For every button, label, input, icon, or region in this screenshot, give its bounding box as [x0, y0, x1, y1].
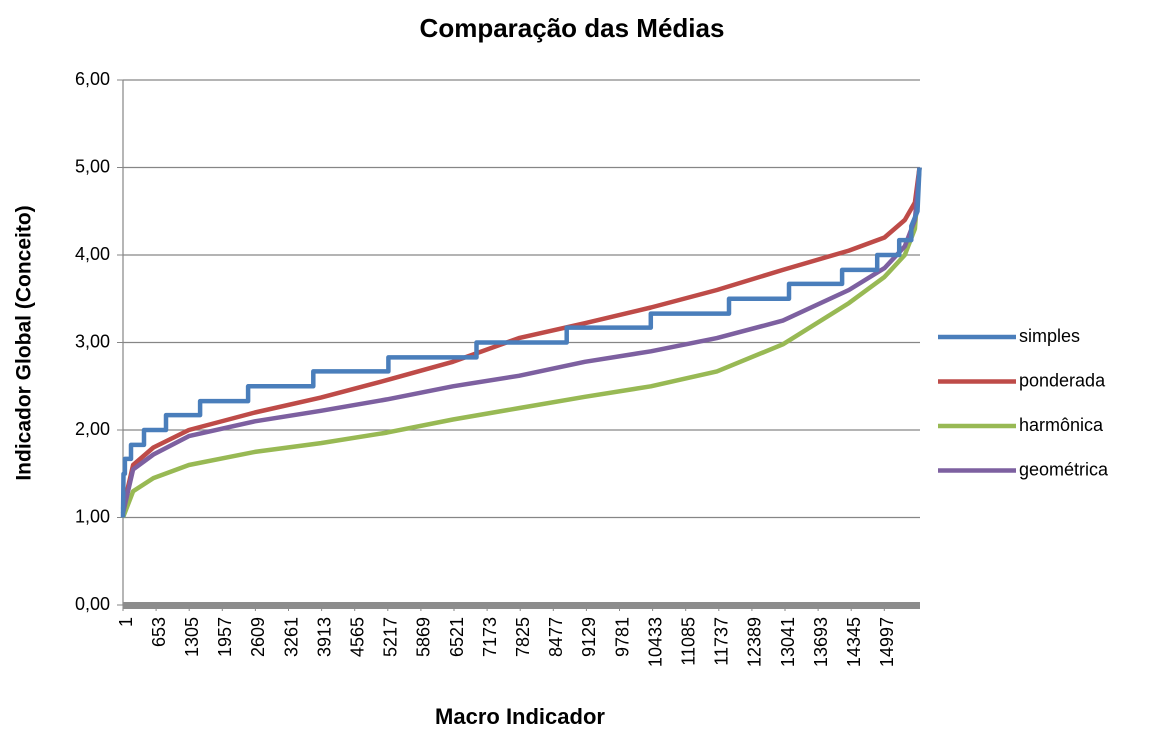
x-tick-label: 13693	[811, 617, 831, 667]
x-tick-label: 9781	[612, 617, 632, 657]
series-line	[120, 167, 922, 514]
y-tick-label: 3,00	[75, 331, 110, 351]
legend-label: harmônica	[1019, 415, 1104, 435]
y-tick-label: 2,00	[75, 419, 110, 439]
x-tick-label: 1	[116, 617, 136, 627]
x-tick-label: 3261	[281, 617, 301, 657]
chart-title: Comparação das Médias	[420, 13, 725, 43]
x-tick-label: 10433	[645, 617, 665, 667]
y-axis-label: Indicador Global (Conceito)	[13, 205, 36, 480]
x-tick-label: 11737	[712, 617, 732, 666]
series-line	[120, 167, 922, 519]
x-tick-label: 2609	[248, 617, 268, 657]
x-axis-label: Macro Indicador	[435, 704, 605, 729]
series-line	[120, 167, 922, 510]
x-axis-band	[123, 602, 920, 609]
legend-label: simples	[1019, 326, 1080, 346]
x-tick-label: 6521	[447, 617, 467, 657]
y-tick-label: 0,00	[75, 594, 110, 614]
y-tick-label: 6,00	[75, 69, 110, 89]
x-tick-label: 5217	[381, 617, 401, 657]
legend-label: geométrica	[1019, 459, 1109, 479]
x-tick-label: 8477	[546, 617, 566, 657]
x-tick-label: 5869	[414, 617, 434, 657]
x-tick-label: 9129	[579, 617, 599, 657]
y-tick-label: 1,00	[75, 506, 110, 526]
x-tick-label: 7173	[480, 617, 500, 657]
y-tick-label: 4,00	[75, 244, 110, 264]
x-tick-label: 3913	[314, 617, 334, 657]
x-tick-label: 7825	[513, 617, 533, 657]
x-tick-label: 11085	[678, 617, 698, 666]
x-tick-label: 4565	[347, 617, 367, 657]
series-line	[120, 167, 922, 518]
x-tick-label: 1305	[182, 617, 202, 657]
x-tick-label: 653	[149, 617, 169, 647]
x-tick-label: 14997	[877, 617, 897, 667]
x-tick-label: 13041	[778, 617, 798, 667]
legend-label: ponderada	[1019, 370, 1106, 390]
x-tick-label: 1957	[215, 617, 235, 657]
y-tick-label: 5,00	[75, 156, 110, 176]
x-tick-label: 12389	[745, 617, 765, 667]
x-tick-label: 14345	[844, 617, 864, 667]
